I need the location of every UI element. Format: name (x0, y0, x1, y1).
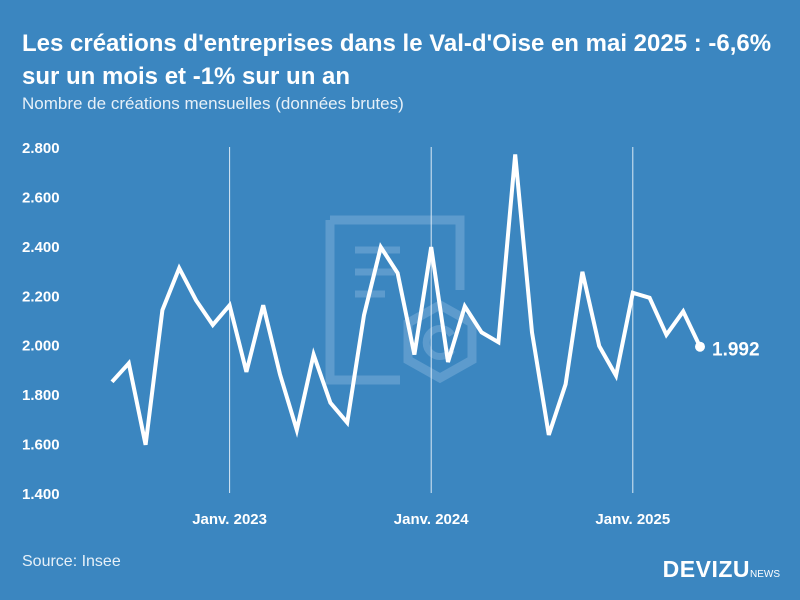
y-tick-label: 1.800 (22, 387, 60, 404)
y-tick-label: 2.800 (22, 140, 60, 157)
y-tick-label: 1.400 (22, 486, 60, 503)
chart-title: Les créations d'entreprises dans le Val-… (22, 30, 772, 90)
y-tick-label: 2.600 (22, 189, 60, 206)
series-line: 1.992 (110, 154, 760, 446)
y-tick-label: 2.200 (22, 288, 60, 305)
brand-suffix: NEWS (750, 569, 780, 580)
x-tick-label: Janv. 2025 (595, 511, 670, 528)
last-point-marker (695, 341, 705, 352)
series-line-path (110, 154, 702, 446)
last-value-label: 1.992 (712, 340, 760, 361)
y-tick-label: 2.000 (22, 338, 60, 355)
brand-logo: DEVIZUNEWS (663, 556, 780, 583)
x-tick-label: Janv. 2023 (192, 511, 267, 528)
y-axis: 1.400 1.600 1.800 2.000 2.200 2.400 2.600 2.800 (22, 140, 60, 503)
x-tick-label: Janv. 2024 (394, 511, 469, 528)
x-axis: Janv. 2023 Janv. 2024 Janv. 2025 (192, 511, 670, 528)
y-tick-label: 2.400 (22, 239, 60, 256)
chart-subtitle: Nombre de créations mensuelles (données … (22, 94, 404, 113)
vertical-gridlines (229, 147, 634, 493)
source-note: Source: Insee (22, 553, 121, 570)
y-tick-label: 1.600 (22, 437, 60, 454)
brand-name: DEVIZU (662, 556, 750, 582)
